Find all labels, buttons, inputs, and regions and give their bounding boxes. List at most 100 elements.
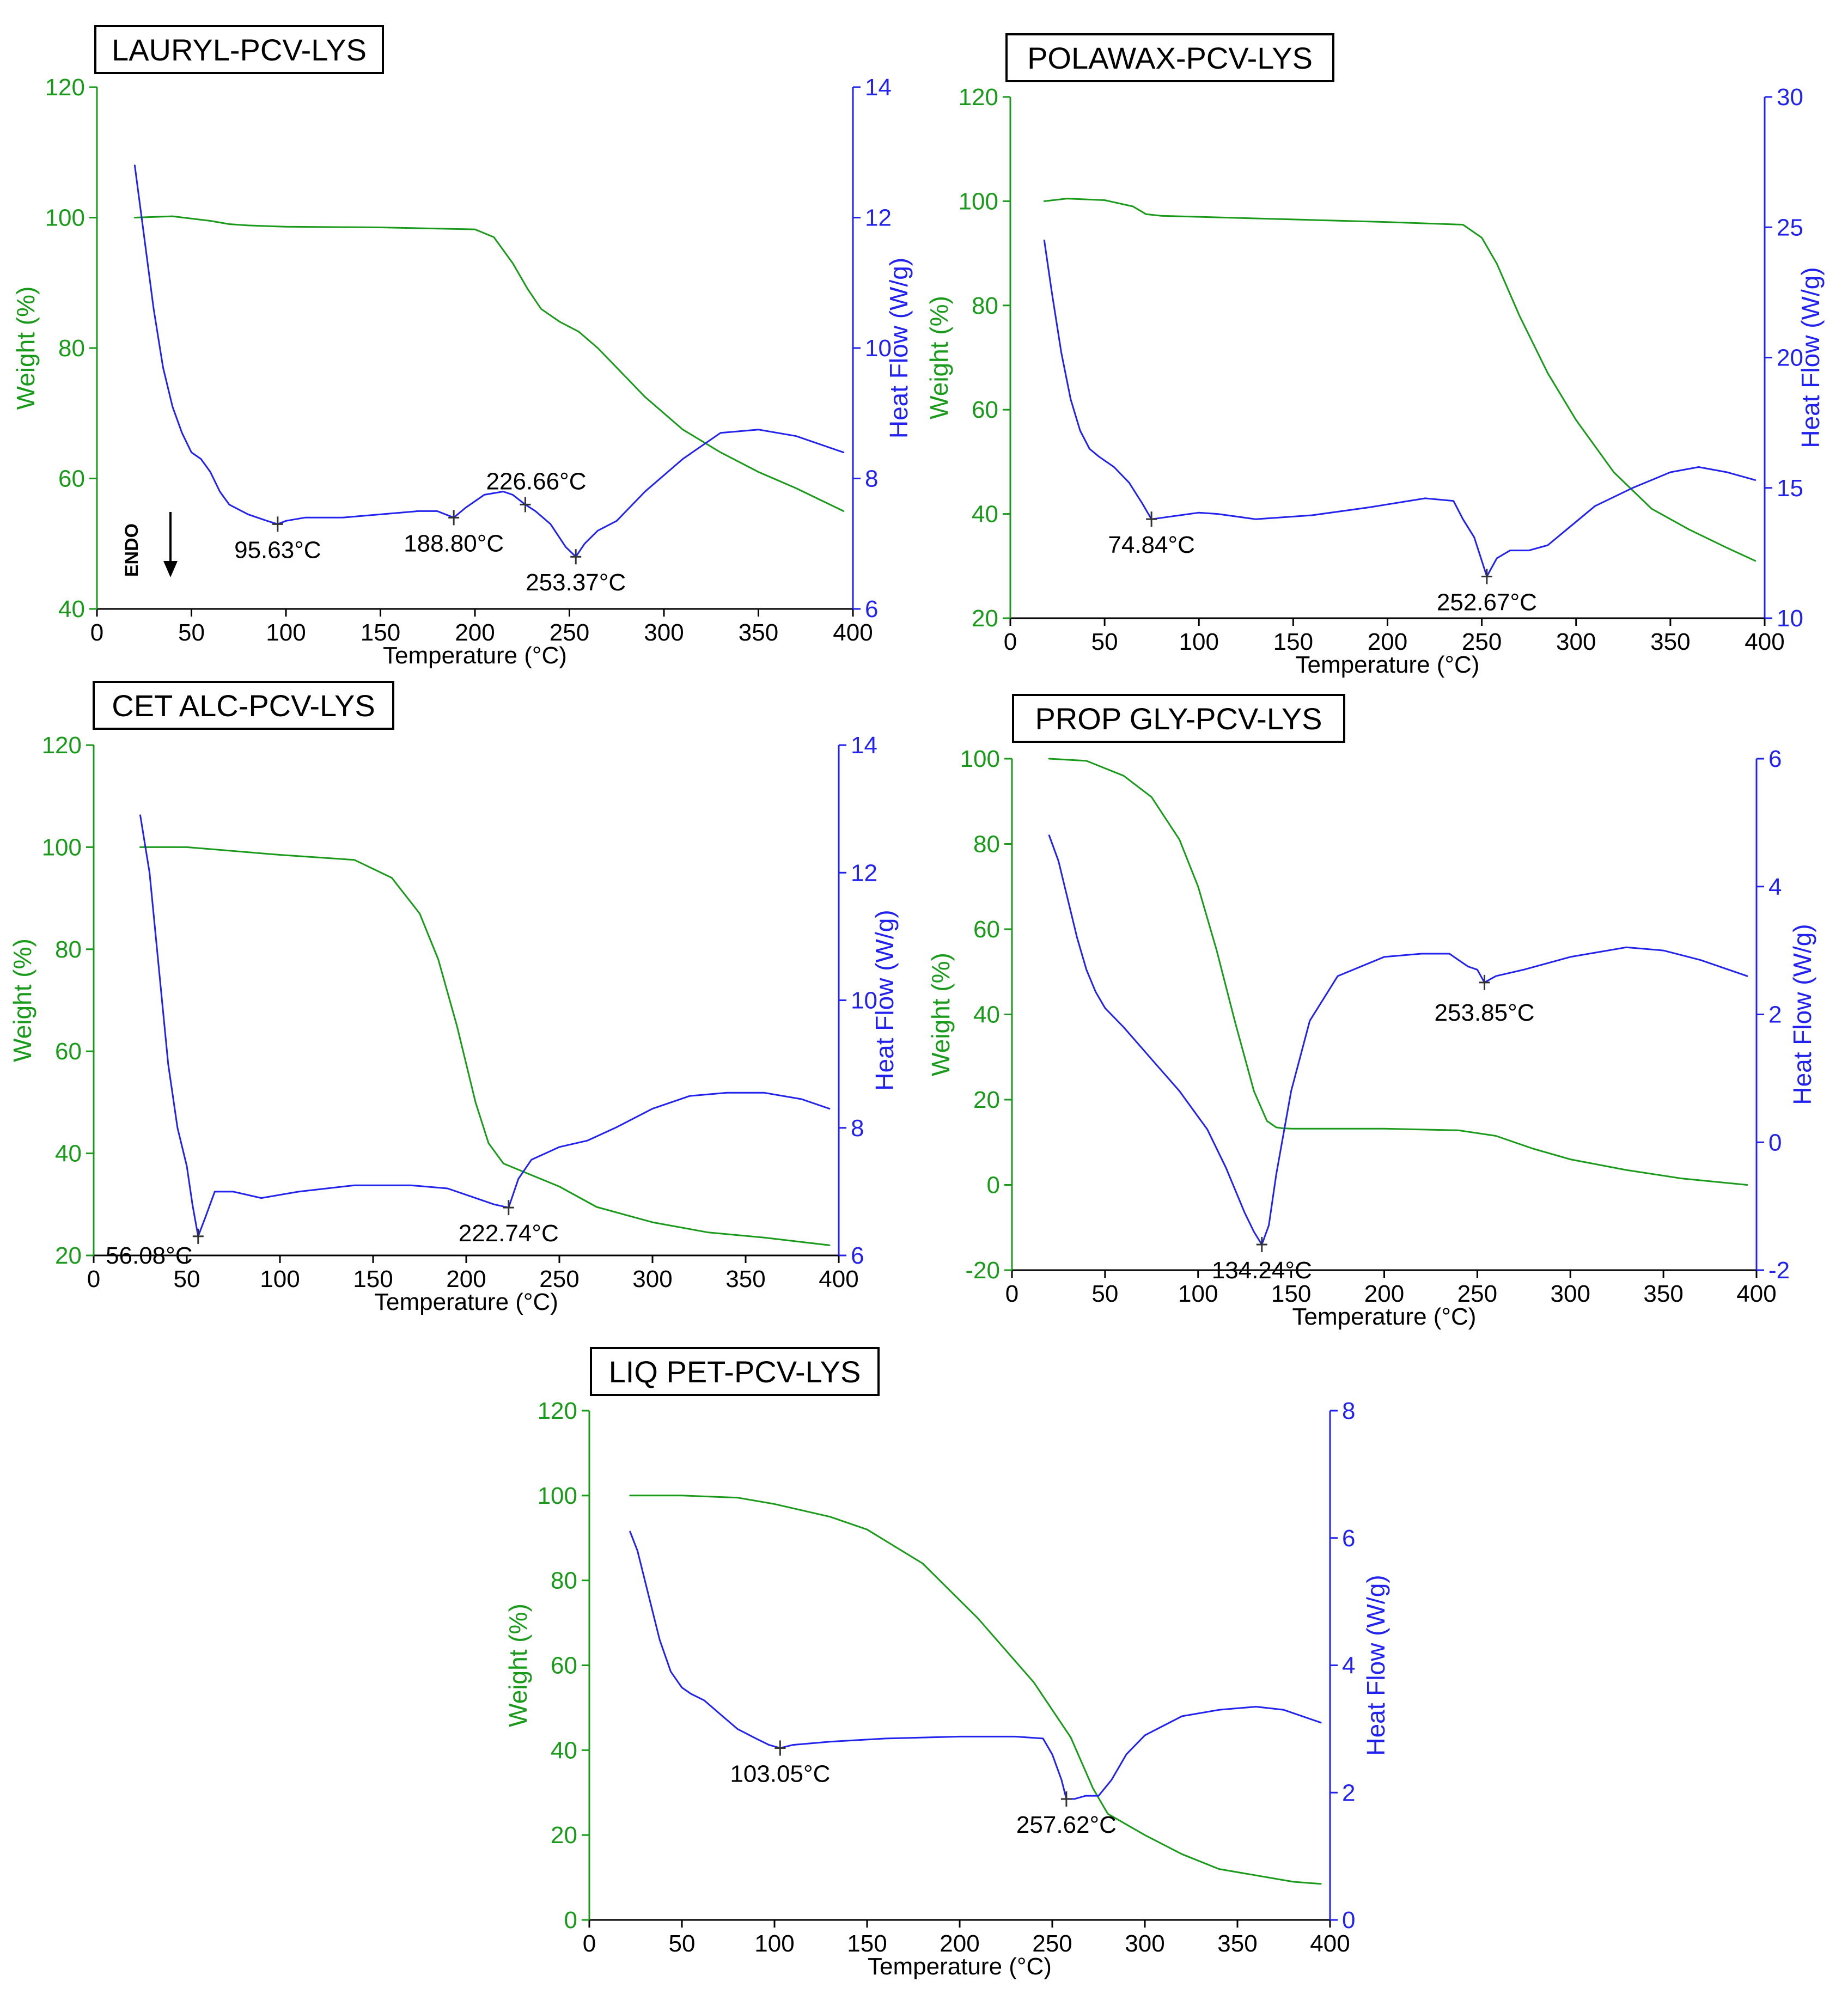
x-tick-label: 200 [455,619,495,646]
x-axis-label: Temperature (°C) [383,642,567,669]
y-left-tick-label: 60 [55,1038,82,1065]
endo-arrow-head-icon [163,561,178,577]
heat-flow-series-line [1048,834,1748,1246]
x-tick-label: 50 [174,1266,200,1292]
y-right-axis-label: Heat Flow (W/g) [870,910,899,1090]
x-tick-label: 350 [1650,629,1690,655]
chart-title: CET ALC-PCV-LYS [112,688,375,723]
x-tick-label: 100 [266,619,306,646]
x-tick-label: 350 [739,619,778,646]
y-right-tick-label: 6 [851,1242,864,1269]
y-right-tick-label: 2 [1342,1779,1355,1806]
x-tick-label: 100 [1179,629,1219,655]
peak-label: 134.24°C [1212,1257,1312,1284]
y-left-tick-label: 100 [960,746,1000,772]
heat-flow-series-line [139,814,831,1237]
chart-title: POLAWAX-PCV-LYS [1027,41,1313,75]
y-left-tick-label: 60 [973,916,1000,943]
x-tick-label: 0 [90,619,103,646]
x-tick-label: 300 [1551,1280,1590,1307]
x-axis-label: Temperature (°C) [374,1289,558,1315]
x-tick-label: 50 [1091,629,1118,655]
peak-label: 188.80°C [404,530,504,557]
chart-title-box [94,25,384,74]
endo-label: ENDO [121,523,142,577]
y-left-tick-label: 80 [551,1568,577,1594]
chart-lauryl: LAURYL-PCV-LYS 0 50 100 150 200 250 300 350 400 Te… [11,25,913,669]
y-right-axis-label: Heat Flow (W/g) [1362,1575,1390,1755]
y-right-tick-label: 6 [865,596,878,623]
peak-label: 226.66°C [486,468,587,495]
y-right-tick-label: 2 [1768,1002,1782,1028]
weight-series-line [1043,198,1756,562]
y-left-axis-label: Weight (%) [504,1603,532,1727]
y-left-tick-label: 20 [551,1822,577,1849]
x-tick-label: 100 [1178,1280,1218,1307]
peak-label: 74.84°C [1108,532,1194,558]
x-tick-label: 50 [669,1930,696,1957]
weight-series-line [139,846,831,1246]
x-tick-label: 300 [632,1266,672,1292]
heat-flow-series-line [133,164,845,558]
x-tick-label: 150 [847,1930,887,1957]
x-axis-label: Temperature (°C) [868,1953,1052,1980]
x-tick-label: 250 [1032,1930,1072,1957]
y-left-tick-label: 60 [551,1652,577,1679]
peak-label: 103.05°C [730,1760,830,1787]
y-right-tick-label: 15 [1777,475,1803,502]
x-tick-label: 0 [87,1266,100,1292]
heat-flow-series-line [629,1530,1322,1800]
y-left-tick-label: 80 [55,936,82,963]
y-left-tick-label: 0 [564,1907,577,1934]
y-right-tick-label: 14 [865,74,892,101]
y-left-tick-label: 40 [551,1737,577,1764]
heat-flow-series-line [1043,239,1756,577]
y-left-tick-label: 80 [972,292,998,319]
y-left-tick-label: 60 [972,397,998,423]
y-right-tick-label: -2 [1768,1257,1790,1284]
y-right-tick-label: 12 [865,205,892,231]
y-right-tick-label: 8 [851,1115,864,1142]
y-left-tick-label: 120 [538,1398,577,1424]
y-right-tick-label: 30 [1777,84,1803,111]
y-right-tick-label: 25 [1777,214,1803,241]
peak-label: 56.08°C [106,1242,192,1269]
y-right-tick-label: 14 [851,732,877,759]
y-left-axis-label: Weight (%) [11,286,40,410]
x-tick-label: 200 [1368,629,1407,655]
weight-series-line [1048,758,1748,1186]
x-tick-label: 100 [260,1266,300,1292]
y-left-tick-label: 100 [959,188,998,215]
x-tick-label: 100 [754,1930,794,1957]
x-tick-label: 400 [833,619,873,646]
x-tick-label: 0 [1005,1280,1018,1307]
peak-label: 253.85°C [1435,999,1535,1026]
x-tick-label: 400 [1736,1280,1776,1307]
chart-cetalc: CET ALC-PCV-LYS 0 50 100 150 200 250 300 350 400 T… [8,681,899,1315]
y-left-tick-label: 80 [58,335,85,362]
chart-title-box [93,681,394,730]
x-tick-label: 350 [725,1266,765,1292]
y-right-axis-label: Heat Flow (W/g) [1788,924,1816,1105]
x-tick-label: 300 [1125,1930,1164,1957]
y-left-tick-label: 120 [42,732,82,759]
chart-title-box [590,1347,880,1396]
weight-series-line [133,215,845,512]
x-tick-label: 250 [550,619,589,646]
y-left-tick-label: 40 [58,596,85,623]
peak-label: 253.37°C [526,569,626,596]
y-left-tick-label: 20 [55,1242,82,1269]
y-right-tick-label: 0 [1342,1907,1355,1934]
weight-series-line [629,1495,1322,1885]
y-left-tick-label: 40 [972,501,998,528]
x-tick-label: 400 [819,1266,858,1292]
x-tick-label: 400 [1745,629,1784,655]
peak-label: 222.74°C [459,1220,559,1247]
y-left-tick-label: -20 [965,1257,1000,1284]
x-tick-label: 200 [940,1930,979,1957]
y-right-axis-label: Heat Flow (W/g) [1796,267,1825,448]
y-right-tick-label: 8 [865,466,878,492]
y-left-tick-label: 40 [55,1141,82,1167]
chart-title: LIQ PET-PCV-LYS [609,1355,861,1389]
